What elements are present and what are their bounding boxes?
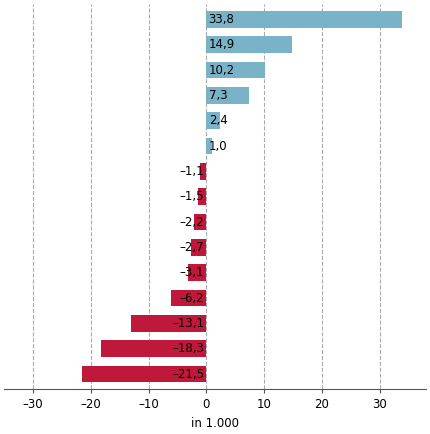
Bar — [198, 188, 206, 205]
Bar — [101, 341, 206, 357]
Text: –2,2: –2,2 — [179, 216, 204, 229]
Text: –6,2: –6,2 — [179, 292, 204, 305]
Bar — [206, 87, 249, 104]
Bar — [206, 62, 265, 78]
Bar — [82, 366, 206, 382]
Text: –21,5: –21,5 — [172, 368, 204, 381]
Text: –3,1: –3,1 — [180, 266, 204, 279]
Text: 2,4: 2,4 — [209, 114, 227, 127]
Text: –18,3: –18,3 — [172, 342, 204, 355]
Bar — [206, 11, 402, 28]
Bar — [206, 112, 220, 129]
Text: –13,1: –13,1 — [172, 317, 204, 330]
Text: 10,2: 10,2 — [209, 63, 235, 76]
X-axis label: in 1.000: in 1.000 — [191, 417, 239, 430]
Bar — [206, 138, 212, 154]
Text: 14,9: 14,9 — [209, 38, 235, 51]
Bar — [206, 36, 292, 53]
Text: –2,7: –2,7 — [179, 241, 204, 254]
Text: –1,1: –1,1 — [179, 165, 204, 178]
Bar — [188, 264, 206, 281]
Bar — [131, 315, 206, 332]
Bar — [191, 239, 206, 256]
Bar — [194, 214, 206, 230]
Bar — [171, 290, 206, 306]
Text: 1,0: 1,0 — [209, 140, 227, 152]
Text: 7,3: 7,3 — [209, 89, 227, 102]
Bar — [200, 163, 206, 180]
Text: –1,5: –1,5 — [180, 190, 204, 203]
Text: 33,8: 33,8 — [209, 13, 234, 26]
